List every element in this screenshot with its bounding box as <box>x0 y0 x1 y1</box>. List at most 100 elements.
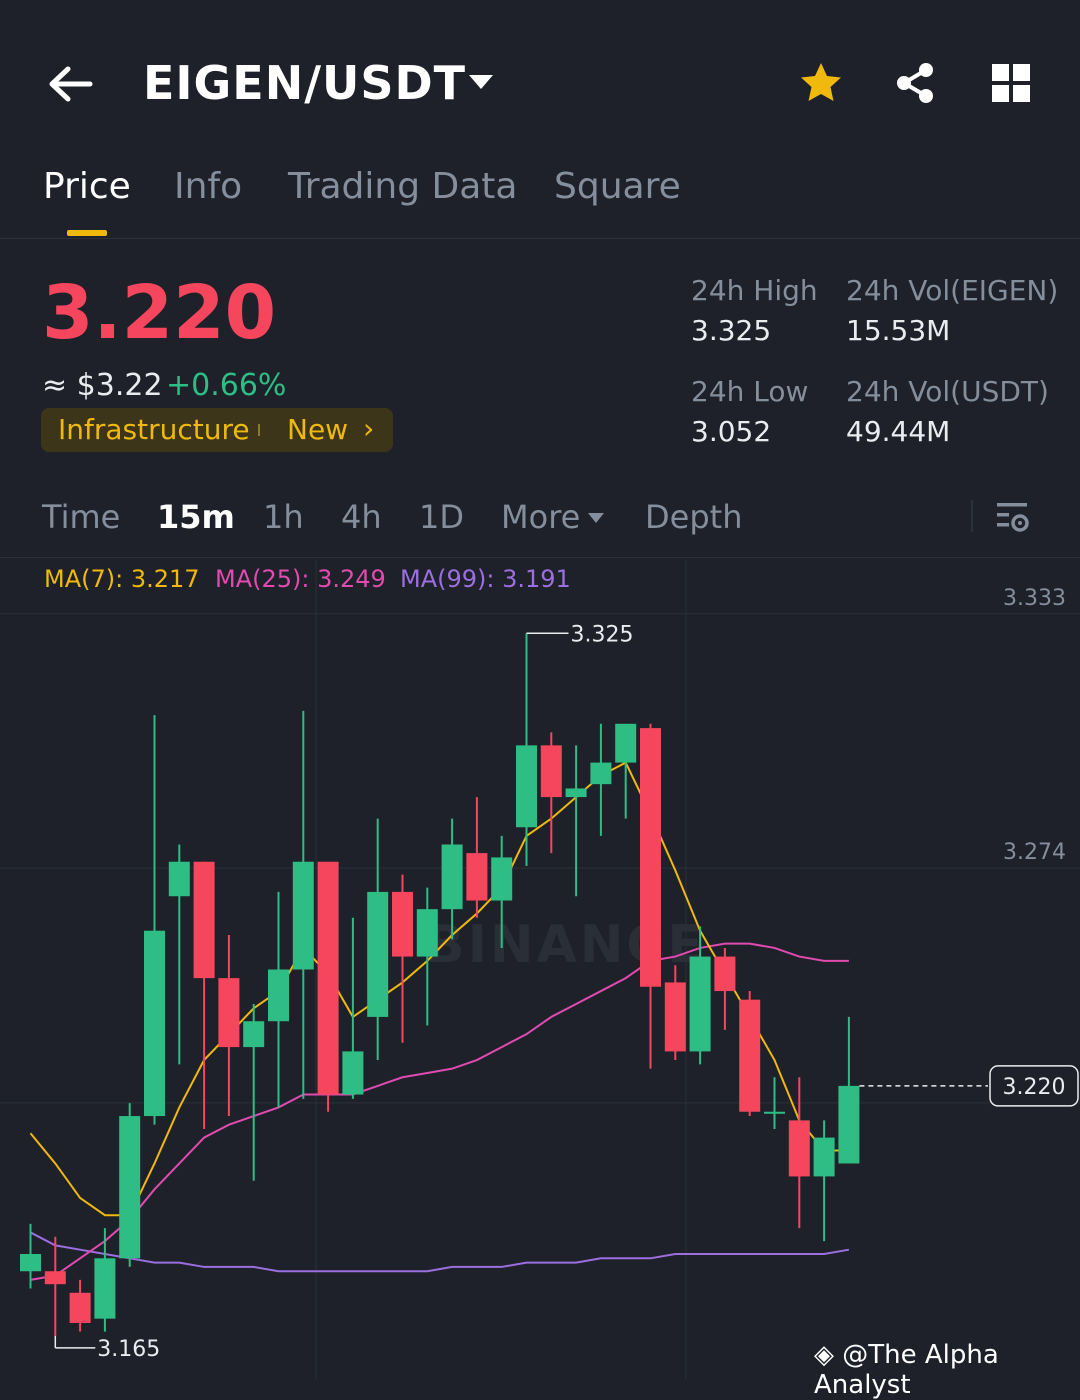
ma7-line <box>29 761 849 1217</box>
candle-body <box>764 1111 785 1114</box>
toolbar-divider <box>971 500 973 532</box>
candle[interactable] <box>144 715 165 1125</box>
star-icon <box>801 63 841 101</box>
current-price-tag-label: 3.220 <box>1003 1075 1066 1100</box>
candle-body <box>640 728 661 987</box>
candle[interactable] <box>119 1103 141 1267</box>
candle[interactable] <box>664 965 686 1061</box>
candle[interactable] <box>565 745 587 897</box>
pair-title[interactable]: EIGEN/USDT <box>143 56 467 110</box>
timeframe-15m[interactable]: 15m <box>157 498 235 536</box>
ma25-legend: MA(25): 3.249 <box>215 565 386 593</box>
low-value: 3.052 <box>691 415 772 448</box>
candle-body <box>838 1085 860 1164</box>
candle[interactable] <box>20 1223 41 1289</box>
candle[interactable] <box>640 723 661 1069</box>
candle[interactable] <box>218 935 240 1117</box>
y-tick-label: 3.274 <box>1003 840 1066 865</box>
candle-body <box>168 861 190 897</box>
vol-quote-label: 24h Vol(USDT) <box>846 375 1049 408</box>
candle[interactable] <box>441 818 463 940</box>
favorite-button[interactable] <box>798 60 844 106</box>
candle[interactable] <box>813 1120 835 1242</box>
ma7-legend: MA(7): 3.217 <box>44 565 200 593</box>
candle[interactable] <box>466 797 488 918</box>
timeframe-more[interactable]: More <box>501 498 581 536</box>
candle[interactable] <box>69 1279 91 1332</box>
candle[interactable] <box>739 991 761 1117</box>
low-label: 24h Low <box>691 375 809 408</box>
high-marker-label: 3.325 <box>571 622 634 647</box>
candlestick-chart[interactable]: 3.333 3.274 BINANCE 3.325 3.165 3.220 <box>0 560 1080 1379</box>
candle[interactable] <box>342 917 364 1099</box>
tab-price[interactable]: Price <box>43 166 131 207</box>
candle-body <box>144 930 165 1117</box>
tag-new[interactable]: New <box>287 413 349 446</box>
candle[interactable] <box>193 861 215 1129</box>
candle[interactable] <box>243 1003 265 1181</box>
current-price-tag[interactable] <box>989 1065 1079 1107</box>
candle-body <box>466 853 488 901</box>
back-arrow-icon <box>49 66 93 102</box>
y-tick-label: 3.333 <box>1003 586 1066 611</box>
candle-body <box>565 788 587 798</box>
candle[interactable] <box>540 732 562 854</box>
candle-body <box>689 956 711 1052</box>
candle-body <box>416 909 438 957</box>
grid-menu-button[interactable] <box>990 62 1032 104</box>
timeframe-1d[interactable]: 1D <box>419 498 464 536</box>
candle-body <box>590 762 612 785</box>
tab-square[interactable]: Square <box>554 166 681 207</box>
candle[interactable] <box>392 874 413 1043</box>
low-marker-label: 3.165 <box>97 1337 160 1362</box>
chart-settings-button[interactable] <box>994 498 1032 536</box>
last-price: 3.220 <box>42 270 277 356</box>
candle[interactable] <box>94 1228 116 1332</box>
vol-base-label: 24h Vol(EIGEN) <box>846 274 1059 307</box>
vol-base-value: 15.53M <box>846 314 951 347</box>
timeframe-4h[interactable]: 4h <box>341 498 382 536</box>
share-button[interactable] <box>892 60 938 106</box>
candle-body <box>44 1271 66 1285</box>
candle[interactable] <box>838 1016 860 1164</box>
candle-body <box>664 982 686 1052</box>
timeframe-time[interactable]: Time <box>42 498 121 536</box>
candle[interactable] <box>44 1236 66 1336</box>
tag-infrastructure[interactable]: Infrastructure <box>58 413 250 446</box>
candle[interactable] <box>615 723 637 819</box>
candle[interactable] <box>168 844 190 1065</box>
candle[interactable] <box>491 835 513 948</box>
candle[interactable] <box>516 633 537 867</box>
candle-body <box>441 844 463 910</box>
timeframe-depth[interactable]: Depth <box>645 498 743 536</box>
candle-body <box>20 1253 41 1272</box>
tab-info[interactable]: Info <box>174 166 243 207</box>
timeframe-1h[interactable]: 1h <box>263 498 304 536</box>
candle[interactable] <box>689 926 711 1065</box>
chart-watermark: BINANCE <box>425 915 706 975</box>
candle[interactable] <box>416 887 438 1026</box>
chevron-right-icon: › <box>363 412 375 445</box>
category-tags[interactable]: Infrastructure New › <box>41 408 393 452</box>
candle-body <box>119 1116 141 1259</box>
candle[interactable] <box>714 947 736 1030</box>
back-button[interactable] <box>44 58 96 110</box>
candle[interactable] <box>590 723 612 836</box>
candle[interactable] <box>764 1077 785 1129</box>
candle[interactable] <box>268 891 289 1108</box>
candle-body <box>342 1051 364 1095</box>
candle-body <box>540 745 562 798</box>
candle[interactable] <box>367 818 389 1061</box>
more-caret-icon <box>586 510 606 529</box>
candle[interactable] <box>788 1077 810 1229</box>
dropdown-caret-icon <box>469 75 493 89</box>
high-label: 24h High <box>691 274 818 307</box>
share-icon <box>897 63 933 103</box>
pair-dropdown-button[interactable] <box>466 70 496 94</box>
chart-divider <box>0 557 1080 558</box>
tab-trading-data[interactable]: Trading Data <box>288 166 518 207</box>
diamond-icon: ◈ <box>814 1340 834 1370</box>
candle[interactable] <box>317 861 339 1112</box>
candle[interactable] <box>292 710 314 1099</box>
ma99-legend: MA(99): 3.191 <box>400 565 571 593</box>
